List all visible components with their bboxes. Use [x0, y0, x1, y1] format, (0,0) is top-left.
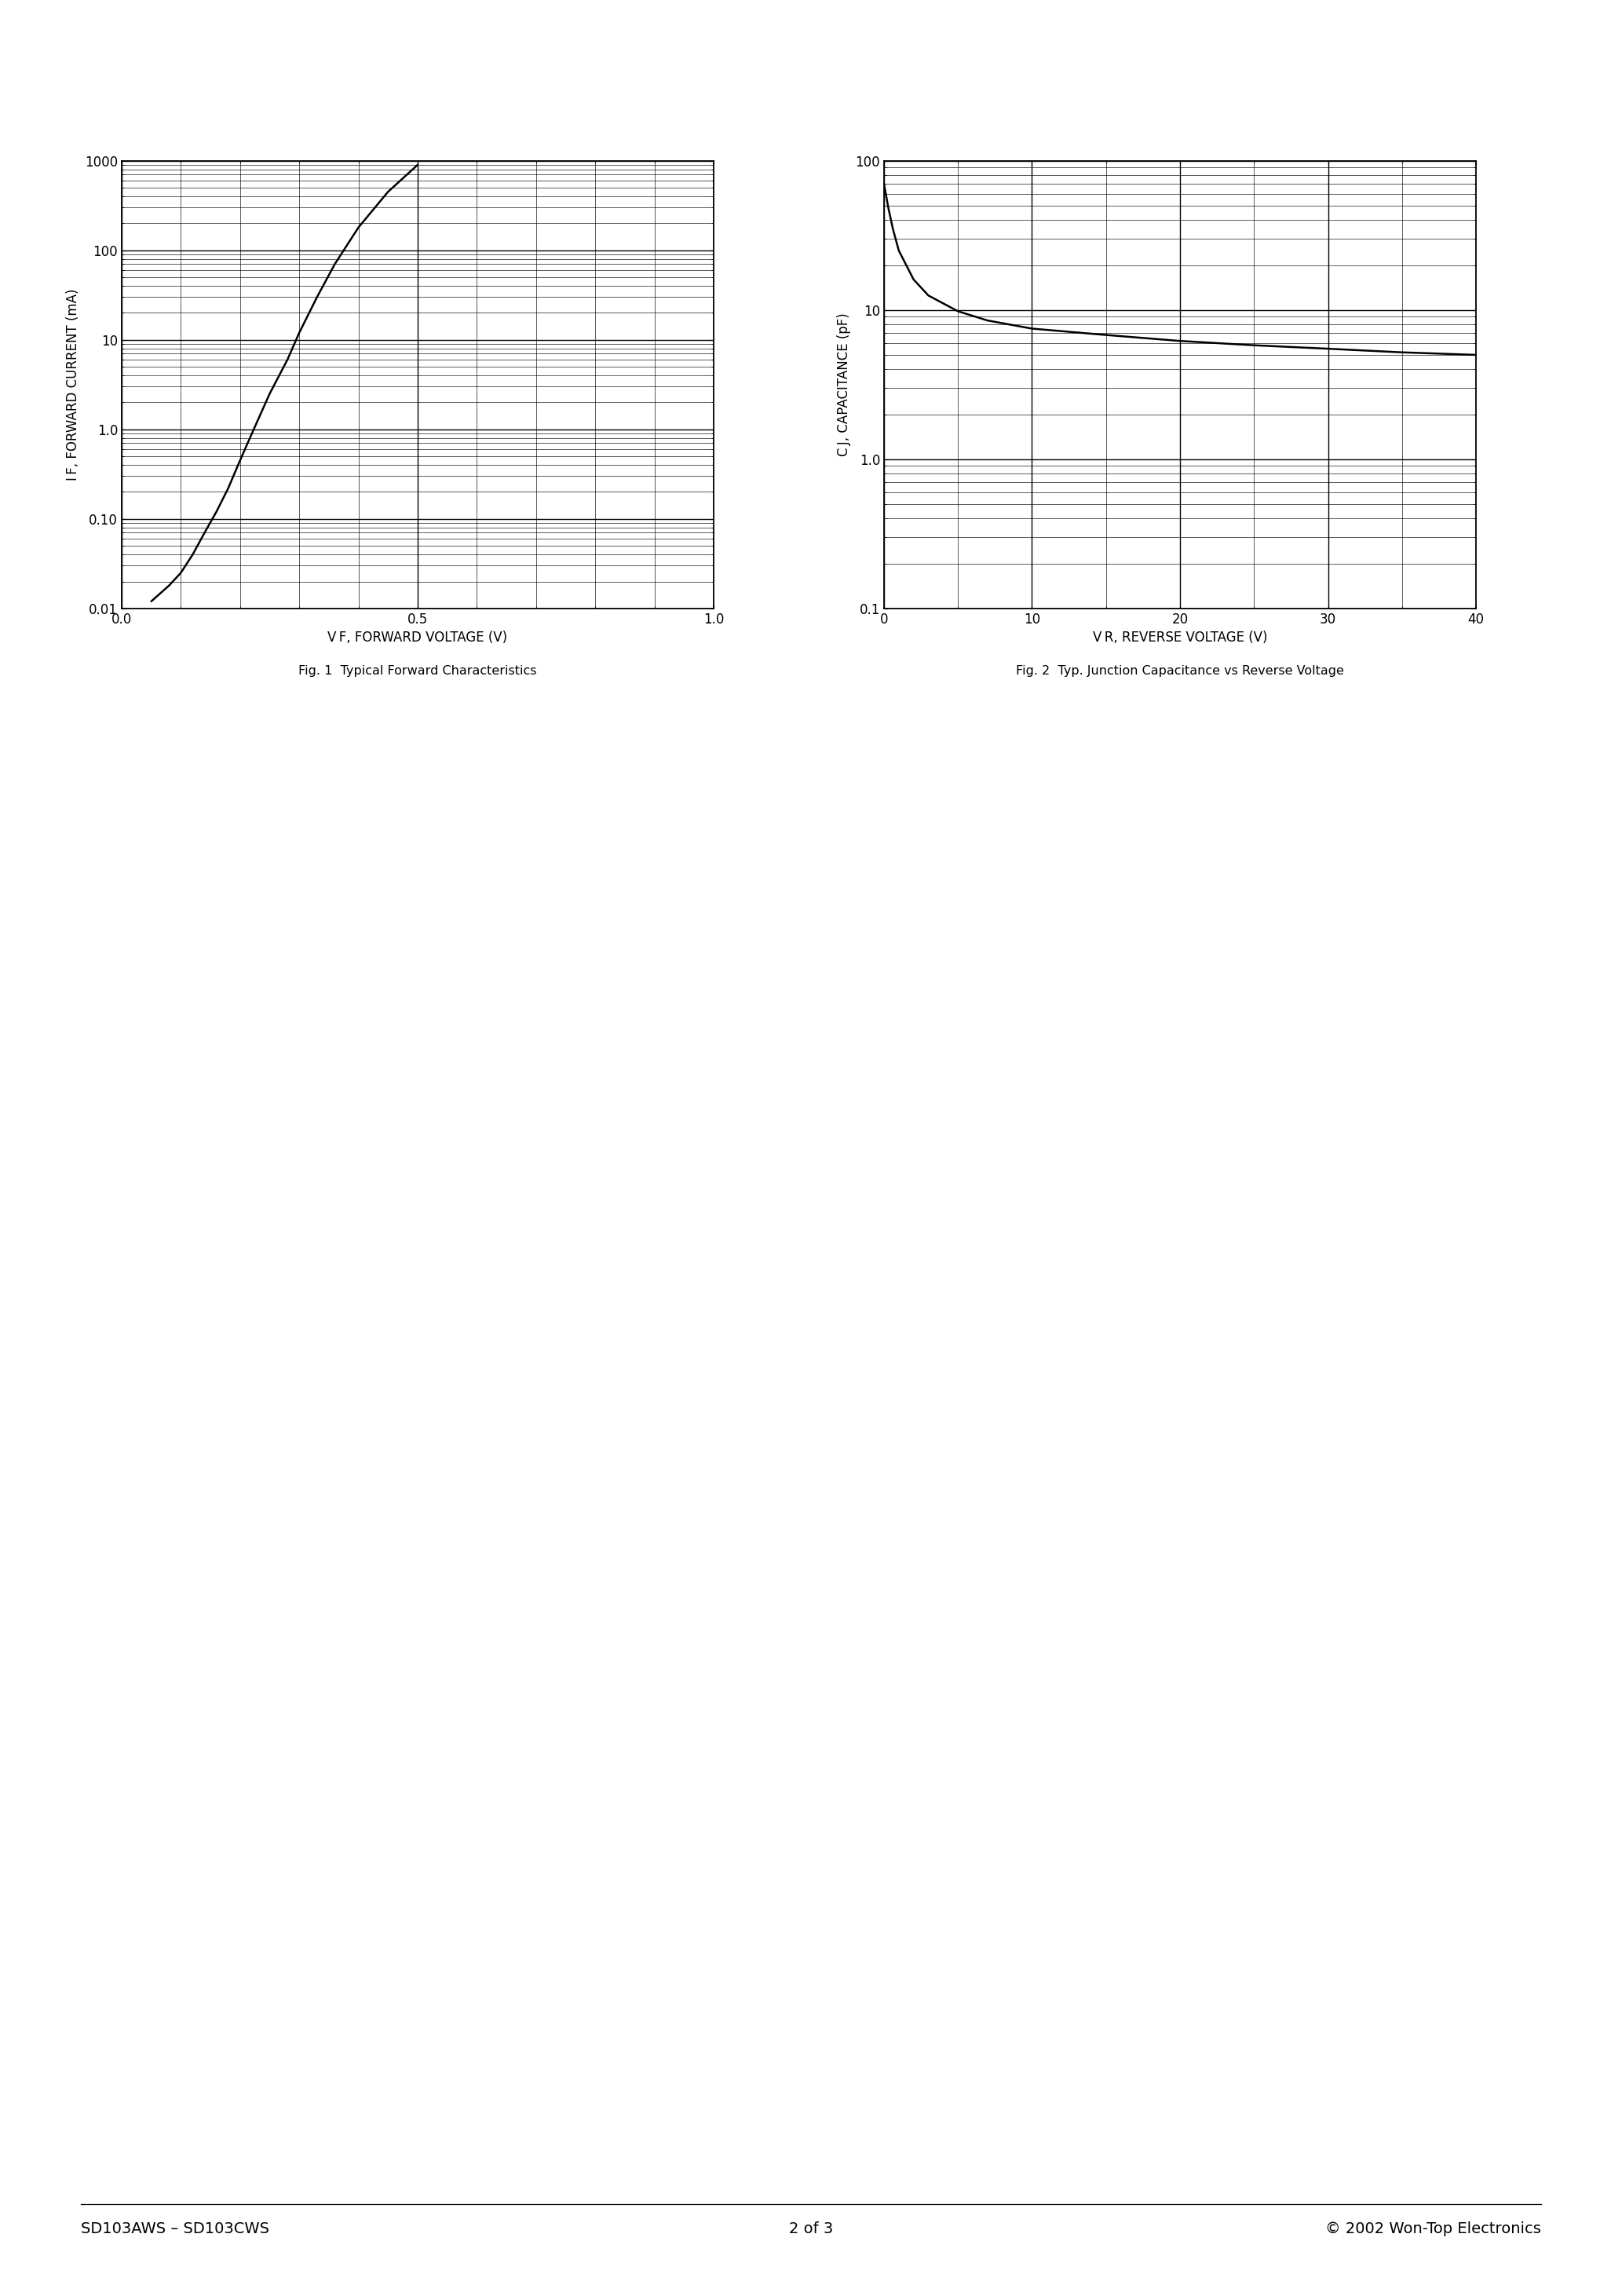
Text: SD103AWS – SD103CWS: SD103AWS – SD103CWS: [81, 2223, 269, 2236]
Text: © 2002 Won-Top Electronics: © 2002 Won-Top Electronics: [1325, 2223, 1541, 2236]
Text: Fig. 1  Typical Forward Characteristics: Fig. 1 Typical Forward Characteristics: [298, 666, 537, 677]
X-axis label: V F, FORWARD VOLTAGE (V): V F, FORWARD VOLTAGE (V): [328, 631, 508, 645]
Text: Fig. 2  Typ. Junction Capacitance vs Reverse Voltage: Fig. 2 Typ. Junction Capacitance vs Reve…: [1015, 666, 1345, 677]
Y-axis label: C J, CAPACITANCE (pF): C J, CAPACITANCE (pF): [837, 312, 852, 457]
Text: 2 of 3: 2 of 3: [788, 2223, 834, 2236]
Y-axis label: I F, FORWARD CURRENT (mA): I F, FORWARD CURRENT (mA): [67, 289, 81, 480]
X-axis label: V R, REVERSE VOLTAGE (V): V R, REVERSE VOLTAGE (V): [1093, 631, 1267, 645]
